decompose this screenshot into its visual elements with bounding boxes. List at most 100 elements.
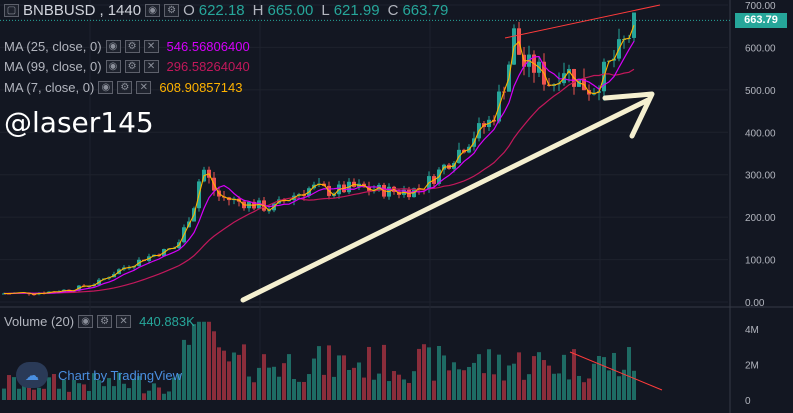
- upper-trendline: [504, 4, 661, 39]
- volume-value: 440.883K: [139, 314, 195, 329]
- ma7-close-icon[interactable]: ✕: [136, 81, 152, 94]
- volume-bar: [202, 321, 206, 400]
- ma99-gear-icon[interactable]: ⚙: [124, 60, 140, 73]
- volume-bar: [392, 371, 396, 400]
- volume-bar: [87, 390, 91, 400]
- volume-bar: [362, 377, 366, 400]
- volume-bar: [62, 379, 66, 400]
- volume-bar: [387, 381, 391, 400]
- ma7-gear-icon[interactable]: ⚙: [117, 81, 133, 94]
- ma7-line: [3, 25, 635, 295]
- volume-bar: [102, 386, 106, 400]
- interval-label: 1440: [107, 2, 142, 19]
- volume-bar: [262, 354, 266, 400]
- volume-bar: [412, 371, 416, 400]
- volume-bar: [402, 379, 406, 400]
- price-tick-label: 500.00: [745, 86, 776, 97]
- volume-bar: [167, 391, 171, 400]
- low-label: L: [321, 2, 330, 19]
- volume-bar: [627, 347, 631, 400]
- ma99-label: MA (99, close, 0): [4, 59, 102, 74]
- volume-bar: [497, 354, 501, 400]
- volume-eye-icon[interactable]: ◉: [78, 315, 94, 328]
- ma25-close-icon[interactable]: ✕: [143, 40, 159, 53]
- volume-bar: [37, 387, 41, 400]
- volume-bar: [92, 373, 96, 400]
- volume-bar: [197, 321, 201, 400]
- volume-bar: [327, 345, 331, 400]
- volume-bar: [157, 387, 161, 400]
- ma99-value: 296.58264040: [166, 59, 250, 74]
- price-tick-label: 200.00: [745, 213, 776, 224]
- volume-bar: [287, 354, 291, 400]
- volume-bar: [332, 376, 336, 400]
- collapse-icon[interactable]: ▢: [4, 4, 19, 17]
- volume-bar: [397, 374, 401, 400]
- volume-bar: [2, 388, 6, 400]
- volume-close-icon[interactable]: ✕: [116, 315, 132, 328]
- volume-bar: [237, 354, 241, 400]
- ma25-label: MA (25, close, 0): [4, 39, 102, 54]
- volume-bar: [442, 355, 446, 400]
- volume-bar: [517, 352, 521, 400]
- ma99-close-icon[interactable]: ✕: [143, 60, 159, 73]
- volume-bar: [307, 374, 311, 400]
- ma99-eye-icon[interactable]: ◉: [105, 60, 121, 73]
- volume-bar: [587, 378, 591, 400]
- close-label: C: [387, 2, 399, 19]
- volume-bar: [217, 347, 221, 400]
- volume-bar: [242, 344, 246, 400]
- volume-bar: [192, 324, 196, 400]
- visibility-eye-icon[interactable]: ◉: [145, 4, 161, 17]
- volume-bar: [222, 350, 226, 400]
- volume-bar: [207, 321, 211, 400]
- volume-bar: [357, 362, 361, 400]
- volume-bar: [267, 367, 271, 400]
- volume-bar: [7, 375, 11, 400]
- volume-bar: [247, 376, 251, 400]
- volume-bar: [482, 373, 486, 400]
- volume-bar: [622, 369, 626, 400]
- ma25-eye-icon[interactable]: ◉: [105, 40, 121, 53]
- tradingview-badge[interactable]: ☁ Chart by TradingView: [16, 362, 182, 388]
- volume-bar: [12, 377, 16, 400]
- volume-bar: [57, 388, 61, 400]
- volume-bar: [137, 376, 141, 400]
- volume-bar: [297, 381, 301, 400]
- high-value: 665.00: [267, 2, 314, 19]
- volume-bar: [377, 373, 381, 400]
- volume-bar: [607, 370, 611, 400]
- price-tick-label: 700.00: [745, 1, 776, 12]
- volume-bar: [162, 393, 166, 400]
- price-tick-label: 300.00: [745, 171, 776, 182]
- volume-bar: [252, 382, 256, 400]
- ma25-gear-icon[interactable]: ⚙: [124, 40, 140, 53]
- price-tick-label: 100.00: [745, 256, 776, 267]
- price-tick-label: 0.00: [745, 298, 765, 309]
- volume-bar: [282, 363, 286, 400]
- high-label: H: [252, 2, 264, 19]
- volume-bar: [582, 382, 586, 400]
- volume-bar: [447, 370, 451, 400]
- volume-bar: [132, 378, 136, 400]
- volume-bar: [477, 354, 481, 400]
- volume-gear-icon[interactable]: ⚙: [97, 315, 113, 328]
- volume-bar: [502, 380, 506, 400]
- settings-gear-icon[interactable]: ⚙: [164, 4, 180, 17]
- volume-bar: [127, 388, 131, 400]
- ma7-eye-icon[interactable]: ◉: [98, 81, 114, 94]
- volume-bar: [312, 358, 316, 400]
- volume-bar: [457, 369, 461, 400]
- volume-bar: [452, 362, 456, 400]
- volume-bar: [277, 376, 281, 400]
- volume-bar: [632, 370, 636, 400]
- volume-legend: Volume (20) ◉ ⚙ ✕ 440.883K: [4, 314, 195, 329]
- volume-bar: [72, 379, 76, 400]
- volume-bar: [417, 348, 421, 400]
- volume-bar: [382, 344, 386, 400]
- low-value: 621.99: [333, 2, 380, 19]
- volume-bar: [317, 346, 321, 400]
- price-tick-label: 600.00: [745, 43, 776, 54]
